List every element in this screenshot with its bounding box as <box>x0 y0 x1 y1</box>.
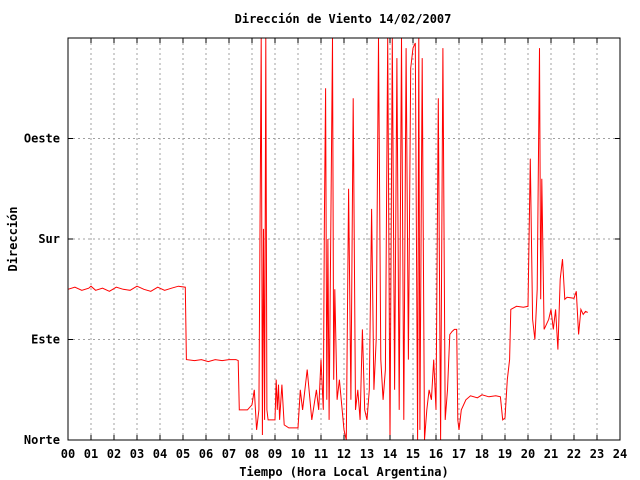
x-tick-label: 17 <box>452 447 466 461</box>
series-layer <box>67 37 588 441</box>
x-tick-label: 14 <box>383 447 397 461</box>
x-tick-label: 07 <box>222 447 236 461</box>
x-tick-label: 16 <box>429 447 443 461</box>
x-tick-label: 09 <box>268 447 282 461</box>
y-tick-label: Norte <box>24 433 60 447</box>
y-tick-label: Oeste <box>24 132 60 146</box>
x-axis-label: Tiempo (Hora Local Argentina) <box>239 465 449 479</box>
y-tick-label: Este <box>31 333 60 347</box>
series-line <box>67 37 588 441</box>
ticks <box>67 38 621 441</box>
x-tick-label: 08 <box>245 447 259 461</box>
chart-title: Dirección de Viento 14/02/2007 <box>235 12 452 26</box>
x-tick-label: 20 <box>521 447 535 461</box>
x-tick-label: 18 <box>475 447 489 461</box>
x-tick-label: 03 <box>130 447 144 461</box>
x-tick-label: 12 <box>337 447 351 461</box>
x-tick-label: 24 <box>613 447 627 461</box>
x-axis-ticks: 00 01 02 03 04 05 06 07 08 09 10 11 12 13 14 15 16 17 18 19… <box>61 447 627 461</box>
x-tick-label: 22 <box>567 447 581 461</box>
x-tick-label: 13 <box>360 447 374 461</box>
x-tick-label: 01 <box>84 447 98 461</box>
y-axis-label: Dirección <box>6 206 20 271</box>
x-tick-label: 00 <box>61 447 75 461</box>
x-tick-label: 06 <box>199 447 213 461</box>
x-tick-label: 21 <box>544 447 558 461</box>
y-axis-ticks: Norte Este Sur Oeste <box>24 132 60 448</box>
y-tick-label: Sur <box>38 232 60 246</box>
x-tick-label: 02 <box>107 447 121 461</box>
x-tick-label: 19 <box>498 447 512 461</box>
x-tick-label: 10 <box>291 447 305 461</box>
x-tick-label: 15 <box>406 447 420 461</box>
x-tick-label: 05 <box>176 447 190 461</box>
x-tick-label: 23 <box>590 447 604 461</box>
x-tick-label: 11 <box>314 447 328 461</box>
x-tick-label: 04 <box>153 447 167 461</box>
